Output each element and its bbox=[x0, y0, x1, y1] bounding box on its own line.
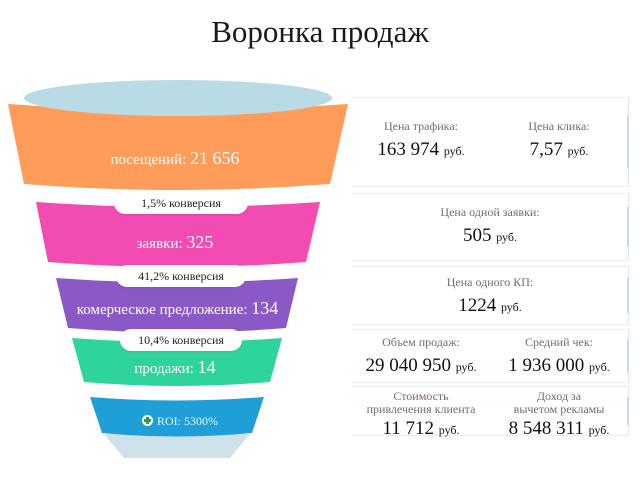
metric-sales-volume: Объем продаж: 29 040 950 руб. bbox=[352, 336, 490, 377]
metric-label: Средний чек: bbox=[524, 335, 594, 349]
metric-label: Цена одного КП: bbox=[446, 275, 534, 289]
metric-label-line2: привлечения клиента bbox=[366, 402, 476, 416]
metric-label-line2: вычетом рекламы bbox=[513, 402, 605, 416]
metric-avg-check: Средний чек: 1 936 000 руб. bbox=[490, 336, 628, 377]
funnel-stage-visits bbox=[8, 104, 348, 190]
sales-funnel bbox=[8, 80, 348, 458]
conversion-badge-1: 1,5% конверсия bbox=[114, 192, 248, 214]
metric-acquisition-cost: Стоимость привлечения клиента 11 712 руб… bbox=[352, 390, 490, 440]
funnel-stage-offer bbox=[56, 278, 298, 333]
metric-label: Цена трафика: bbox=[384, 119, 458, 133]
metric-label: Цена клика: bbox=[528, 119, 590, 133]
funnel-top-opening bbox=[24, 80, 332, 116]
conversion-badge-3: 10,4% конверсия bbox=[120, 329, 242, 351]
funnel-stage-roi bbox=[90, 397, 264, 437]
conversion-badge-2: 41,2% конверсия bbox=[116, 265, 246, 287]
stage-visits-label: посещений: 21 656 bbox=[110, 148, 240, 168]
panel-traffic: Цена трафика: 163 974 руб. Цена клика: 7… bbox=[352, 97, 629, 187]
metric-value: 1 936 000 руб. bbox=[508, 355, 610, 376]
metric-value: 7,57 руб. bbox=[529, 139, 589, 160]
metric-value: 1224 руб. bbox=[458, 295, 522, 316]
metric-traffic-price: Цена трафика: 163 974 руб. bbox=[352, 120, 490, 161]
funnel-stage-leads bbox=[36, 202, 320, 267]
panel-sales: Объем продаж: 29 040 950 руб. Средний че… bbox=[352, 329, 629, 383]
metric-label: Цена одной заявки: bbox=[440, 205, 540, 219]
panel-lead: Цена одной заявки: 505 руб. bbox=[352, 193, 629, 261]
metric-offer-price: Цена одного КП: 1224 руб. bbox=[352, 276, 628, 317]
panel-roi: Стоимость привлечения клиента 11 712 руб… bbox=[352, 386, 629, 439]
metric-value: 29 040 950 руб. bbox=[365, 355, 477, 376]
metric-label: Объем продаж: bbox=[382, 335, 460, 349]
metric-value: 8 548 311 руб. bbox=[508, 418, 610, 439]
stage-roi-label: ROI: 5300% bbox=[100, 413, 260, 429]
page-title: Воронка продаж bbox=[211, 14, 429, 49]
metric-value: 163 974 руб. bbox=[377, 139, 465, 160]
metric-net-income: Доход за вычетом рекламы 8 548 311 руб. bbox=[490, 390, 628, 440]
panel-offer: Цена одного КП: 1224 руб. bbox=[352, 266, 629, 325]
metric-click-price: Цена клика: 7,57 руб. bbox=[490, 120, 628, 161]
metric-label-line1: Доход за bbox=[536, 389, 582, 403]
plus-circle-icon bbox=[142, 415, 153, 426]
stage-leads-label: заявки: 325 bbox=[136, 232, 214, 252]
stage-offer-label: комерческое предложение: 134 bbox=[76, 298, 279, 318]
metric-label-line1: Стоимость bbox=[393, 389, 449, 403]
stage-sales-label: продажи: 14 bbox=[134, 357, 216, 377]
metric-value: 505 руб. bbox=[462, 225, 518, 246]
funnel-bottom-cap bbox=[104, 434, 250, 458]
metric-lead-price: Цена одной заявки: 505 руб. bbox=[352, 206, 628, 247]
metric-value: 11 712 руб. bbox=[382, 418, 460, 439]
